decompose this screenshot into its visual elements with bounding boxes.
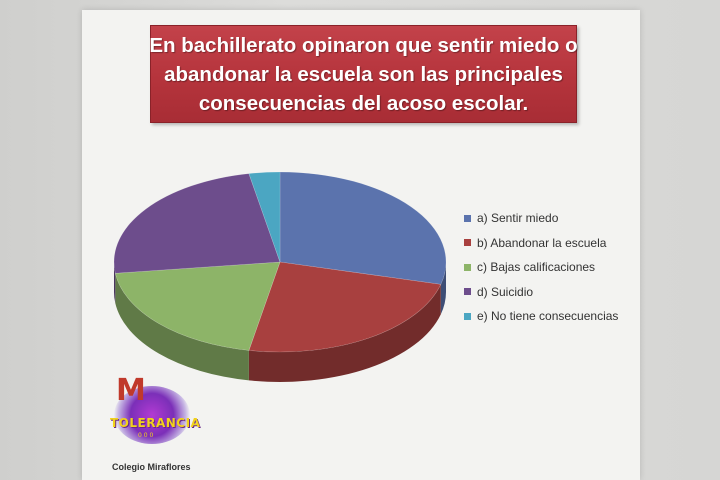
pie-side-b	[248, 284, 441, 382]
logo-burst	[114, 386, 190, 444]
legend-item-e: e) No tiene consecuencias	[464, 304, 634, 329]
pie-top	[113, 171, 447, 353]
pie-side-a	[440, 262, 446, 315]
pie-side-d	[114, 262, 116, 304]
pie-slice-d	[113, 173, 281, 274]
legend-swatch-d	[464, 288, 471, 296]
logo-figures-icon: M	[116, 373, 146, 408]
legend-label-d: d) Suicidio	[477, 284, 534, 299]
legend-swatch-e	[464, 312, 471, 320]
tolerancia-logo: M TOLERANCIA 0 0 0	[108, 376, 200, 456]
title-banner: En bachillerato opinaron que sentir mied…	[149, 25, 578, 123]
legend-swatch-c	[464, 263, 471, 271]
legend-label-a: a) Sentir miedo	[477, 211, 559, 226]
pie-sides	[114, 262, 446, 382]
legend-item-c: c) Bajas calificaciones	[464, 255, 634, 280]
pie-side-c	[115, 273, 249, 381]
pie-slice-a	[279, 171, 447, 285]
title-line-1: En bachillerato opinaron que sentir mied…	[149, 33, 578, 57]
pie-slice-b	[248, 261, 442, 353]
pie-slice-e	[248, 171, 281, 263]
pie-slice-c	[114, 261, 281, 351]
logo-word: TOLERANCIA	[110, 416, 201, 430]
legend-swatch-b	[464, 239, 471, 247]
legend-item-d: d) Suicidio	[464, 280, 634, 305]
school-name: Colegio Miraflores	[112, 462, 191, 472]
legend-item-a: a) Sentir miedo	[464, 206, 634, 231]
legend-swatch-a	[464, 214, 471, 222]
title-line-3: consecuencias del acoso escolar.	[198, 91, 529, 115]
logo-sub: 0 0 0	[138, 432, 154, 439]
legend-label-b: b) Abandonar la escuela	[477, 235, 607, 250]
title-line-2: abandonar la escuela son las principales	[164, 62, 563, 86]
legend-label-c: c) Bajas calificaciones	[477, 260, 596, 275]
legend: a) Sentir miedo b) Abandonar la escuela …	[464, 206, 634, 329]
legend-label-e: e) No tiene consecuencias	[477, 309, 619, 324]
legend-item-b: b) Abandonar la escuela	[464, 231, 634, 256]
